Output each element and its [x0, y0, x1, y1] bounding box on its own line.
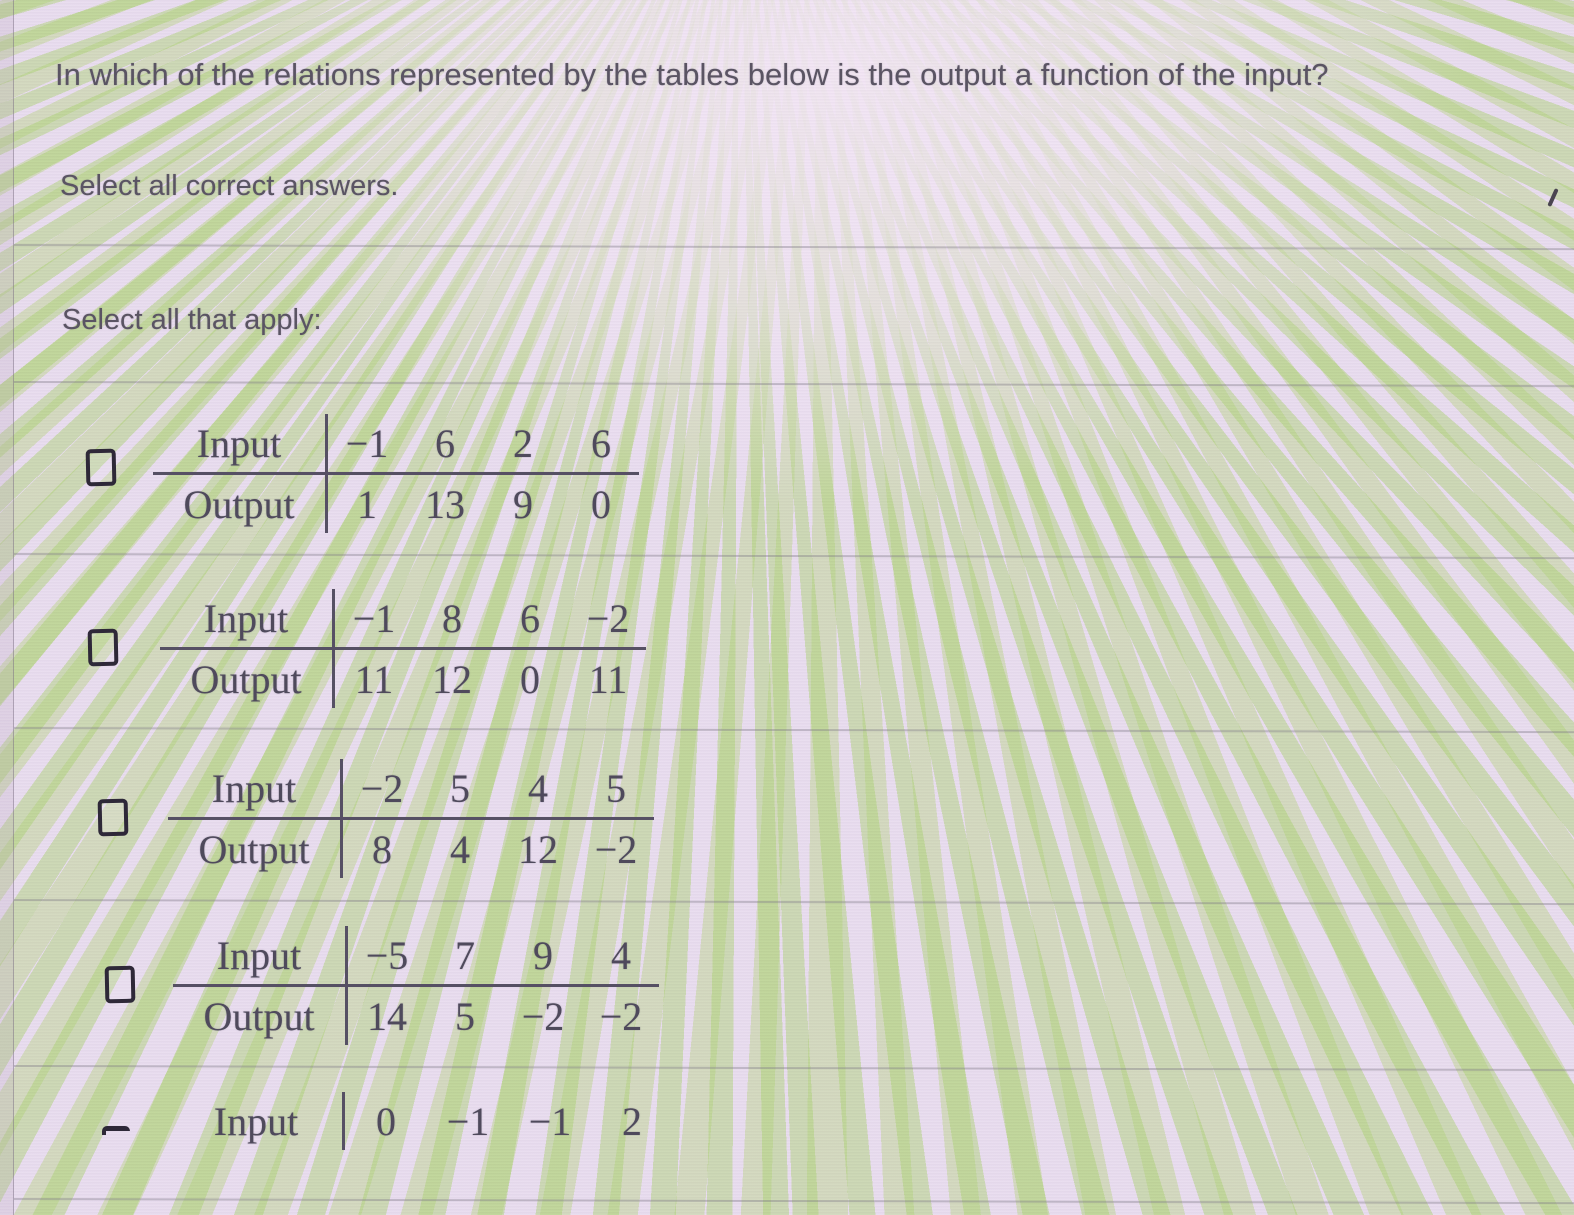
- table-cell: 0: [520, 656, 540, 702]
- select-all-instruction: Select all that apply:: [62, 304, 322, 336]
- table-cell: 11: [354, 656, 394, 702]
- output-row-label: Output: [203, 993, 315, 1039]
- option-2-checkbox[interactable]: [87, 628, 119, 667]
- option-1-table: Input −1 6 2 6 Output 1 13 9 0: [153, 414, 640, 533]
- section-divider: [13, 899, 1574, 906]
- table-cell: 9: [533, 932, 553, 978]
- table-input-row: Input 0 −1 −1 2: [170, 1092, 673, 1150]
- table-output-row: Output 1 13 9 0: [153, 475, 640, 533]
- table-cell: 12: [432, 656, 472, 702]
- table-cell: 5: [455, 993, 475, 1039]
- cursor-mark: [1547, 188, 1559, 207]
- table-cell: 4: [611, 932, 631, 978]
- table-cell: −1: [345, 420, 389, 466]
- output-values: 11 12 0 11: [332, 650, 647, 708]
- input-row-label: Input: [196, 420, 282, 466]
- table-cell: 0: [376, 1098, 396, 1144]
- section-divider: [13, 381, 1574, 388]
- table-cell: 8: [442, 595, 462, 641]
- question-prompt: Select all correct answers.: [60, 170, 399, 202]
- table-input-row: Input −2 5 4 5: [168, 759, 655, 817]
- option-4-table: Input −5 7 9 4 Output 14 5 −2 −2: [173, 926, 660, 1045]
- table-cell: −5: [365, 932, 409, 978]
- table-input-row: Input −1 6 2 6: [153, 414, 640, 472]
- table-cell: 12: [518, 826, 558, 872]
- section-divider: [13, 244, 1574, 251]
- output-row-label: Output: [190, 656, 302, 702]
- table-cell: 4: [450, 826, 470, 872]
- input-row-label: Input: [211, 765, 297, 811]
- section-divider: [13, 1065, 1574, 1072]
- table-cell: −2: [599, 993, 643, 1039]
- table-cell: 8: [372, 826, 392, 872]
- table-cell: 13: [425, 481, 465, 527]
- table-cell: −1: [446, 1098, 490, 1144]
- input-row-label: Input: [216, 932, 302, 978]
- table-cell: 1: [357, 481, 377, 527]
- table-cell: 9: [513, 481, 533, 527]
- output-values: 1 13 9 0: [325, 475, 640, 533]
- option-5-table: Input 0 −1 −1 2: [170, 1092, 673, 1150]
- table-cell: 7: [455, 932, 475, 978]
- question-title: In which of the relations represented by…: [55, 57, 1329, 92]
- input-row-label: Input: [203, 595, 289, 641]
- option-3-checkbox[interactable]: [97, 798, 129, 837]
- table-cell: −1: [528, 1098, 572, 1144]
- option-2-table: Input −1 8 6 −2 Output 11 12 0 11: [160, 589, 647, 708]
- section-divider: [13, 1198, 1574, 1205]
- table-cell: −1: [352, 595, 396, 641]
- table-horizontal-rule: [173, 984, 659, 987]
- input-row-label: Input: [213, 1098, 299, 1144]
- input-values: −2 5 4 5: [340, 759, 655, 817]
- table-output-row: Output 8 4 12 −2: [168, 820, 655, 878]
- table-cell: 5: [606, 765, 626, 811]
- table-horizontal-rule: [160, 647, 646, 650]
- table-output-row: Output 11 12 0 11: [160, 650, 647, 708]
- section-divider: [13, 553, 1574, 560]
- table-cell: −2: [586, 595, 630, 641]
- table-cell: 11: [588, 656, 628, 702]
- table-cell: 2: [513, 420, 533, 466]
- table-cell: 5: [450, 765, 470, 811]
- option-4-checkbox[interactable]: [104, 965, 136, 1004]
- table-cell: 0: [591, 481, 611, 527]
- table-cell: −2: [594, 826, 638, 872]
- output-row-label: Output: [183, 481, 295, 527]
- table-cell: 14: [367, 993, 407, 1039]
- output-row-label: Output: [198, 826, 310, 872]
- table-cell: 4: [528, 765, 548, 811]
- table-cell: 6: [520, 595, 540, 641]
- table-output-row: Output 14 5 −2 −2: [173, 987, 660, 1045]
- output-values: 8 4 12 −2: [340, 820, 655, 878]
- table-input-row: Input −1 8 6 −2: [160, 589, 647, 647]
- table-cell: −2: [360, 765, 404, 811]
- photo-left-edge: [0, 0, 14, 1215]
- table-horizontal-rule: [168, 817, 654, 820]
- output-values: 14 5 −2 −2: [345, 987, 660, 1045]
- table-cell: 2: [622, 1098, 642, 1144]
- option-5-checkbox[interactable]: [102, 1126, 130, 1135]
- input-values: −5 7 9 4: [345, 926, 660, 984]
- option-1-checkbox[interactable]: [85, 448, 117, 487]
- input-values: 0 −1 −1 2: [342, 1092, 673, 1150]
- table-cell: −2: [521, 993, 565, 1039]
- section-divider: [13, 727, 1574, 734]
- table-horizontal-rule: [153, 472, 639, 475]
- table-input-row: Input −5 7 9 4: [173, 926, 660, 984]
- table-cell: 6: [435, 420, 455, 466]
- table-cell: 6: [591, 420, 611, 466]
- input-values: −1 6 2 6: [325, 414, 640, 472]
- option-3-table: Input −2 5 4 5 Output 8 4 12 −2: [168, 759, 655, 878]
- input-values: −1 8 6 −2: [332, 589, 647, 647]
